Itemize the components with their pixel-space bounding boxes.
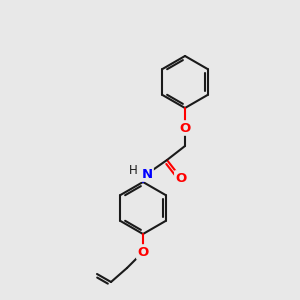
Text: O: O [137,245,148,259]
Text: O: O [176,172,187,184]
Text: H: H [129,164,137,176]
Text: N: N [141,167,153,181]
Text: O: O [179,122,191,134]
